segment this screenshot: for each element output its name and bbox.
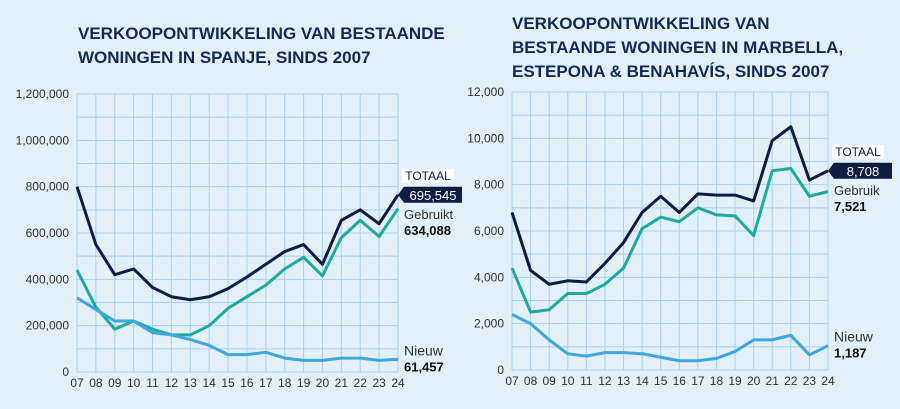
y-tick-label: 12,000 [467,85,504,99]
x-tick-label: 22 [354,376,368,390]
x-tick-label: 14 [202,376,216,390]
series-name-totaal: TOTAAL [405,169,451,183]
totaal-value-badge [398,186,462,203]
x-tick-label: 13 [617,374,631,388]
series-name-gebruikt: Gebruik [834,183,880,198]
x-tick-label: 15 [221,376,235,390]
x-tick-label: 07 [505,374,519,388]
x-tick-label: 20 [747,374,761,388]
gebruikt-value: 634,088 [404,223,451,238]
x-tick-label: 19 [728,374,742,388]
x-tick-label: 21 [335,376,349,390]
x-tick-label: 21 [766,374,780,388]
x-tick-label: 09 [108,376,122,390]
nieuw-value: 61,457 [404,359,444,374]
x-tick-label: 18 [710,374,724,388]
totaal-value: 8,708 [847,164,880,179]
x-tick-label: 11 [146,376,159,390]
x-tick-label: 14 [635,374,649,388]
x-tick-label: 09 [542,374,556,388]
x-tick-label: 24 [391,376,405,390]
totaal-label-bg [832,144,884,159]
chart-title-spain: VERKOOPONTWIKKELING VAN BESTAANDE WONING… [78,24,445,67]
totaal-value: 695,545 [410,188,457,203]
x-tick-label: 22 [784,374,798,388]
y-tick-label: 200,000 [26,319,70,333]
x-tick-label: 08 [524,374,538,388]
y-tick-label: 6,000 [474,224,504,238]
x-tick-label: 12 [165,376,179,390]
x-tick-label: 15 [654,374,668,388]
y-tick-label: 0 [62,365,69,379]
series-line-totaal [75,186,400,302]
series-name-nieuw: Nieuw [834,329,874,345]
series-line-nieuw [76,296,399,362]
y-tick-label: 1,000,000 [16,133,70,147]
x-tick-label: 18 [278,376,292,390]
series-name-totaal: TOTAAL [835,145,881,159]
x-tick-label: 17 [259,376,273,390]
y-tick-label: 1,200,000 [16,87,70,101]
x-tick-label: 16 [240,376,254,390]
x-tick-label: 24 [821,374,835,388]
x-tick-label: 13 [184,376,198,390]
totaal-label-bg [402,168,454,183]
x-tick-label: 08 [89,376,103,390]
y-tick-label: 8,000 [474,178,504,192]
x-tick-label: 16 [673,374,687,388]
series-name-gebruikt: Gebruikt [404,207,454,222]
y-tick-label: 0 [497,363,504,377]
y-tick-label: 400,000 [26,272,70,286]
x-tick-label: 10 [561,374,575,388]
y-tick-label: 800,000 [26,180,70,194]
y-tick-label: 10,000 [467,131,504,145]
y-tick-label: 600,000 [26,226,70,240]
x-tick-label: 10 [127,376,141,390]
gebruikt-value: 7,521 [834,199,867,214]
series-line-nieuw [511,313,829,363]
series-name-nieuw: Nieuw [404,342,444,358]
x-tick-label: 11 [580,374,593,388]
totaal-value-badge [828,162,892,179]
x-tick-label: 17 [691,374,705,388]
chart-title-marbella: VERKOOPONTWIKKELING VAN BESTAANDE WONING… [512,14,844,81]
x-tick-label: 12 [598,374,612,388]
x-tick-label: 23 [803,374,817,388]
x-tick-label: 23 [372,376,386,390]
y-tick-label: 2,000 [474,317,504,331]
nieuw-value: 1,187 [834,346,867,361]
series-line-gebruik [510,166,829,314]
x-tick-label: 19 [297,376,311,390]
series-line-totaal [510,125,829,286]
y-tick-label: 4,000 [474,270,504,284]
x-tick-label: 07 [70,376,84,390]
x-tick-label: 20 [316,376,330,390]
